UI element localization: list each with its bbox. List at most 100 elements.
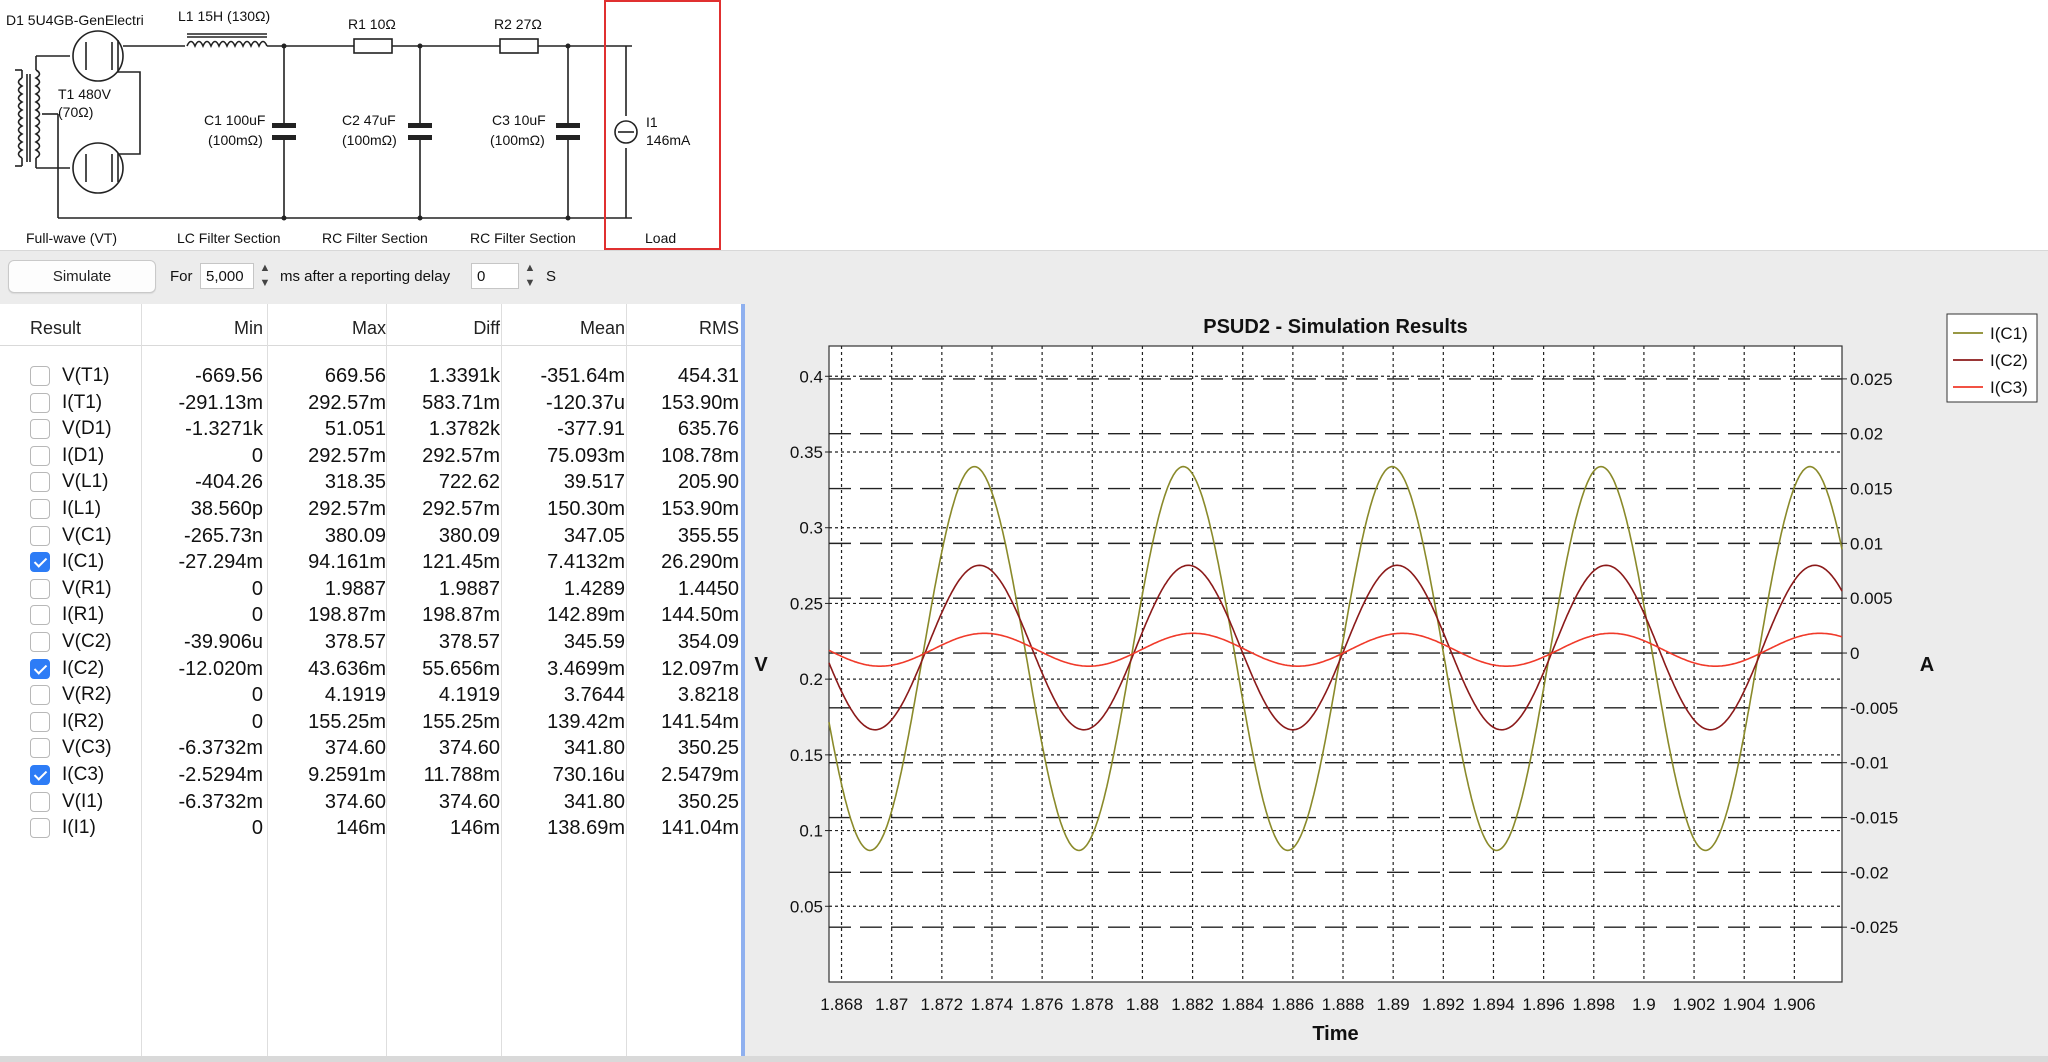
x-tick-label: 1.87 [875, 995, 908, 1014]
table-row[interactable]: V(R1) 0 1.9887 1.9887 1.4289 1.4450 [0, 576, 741, 603]
result-max-cell: 374.60 [324, 790, 386, 813]
result-max-cell: 198.87m [308, 604, 386, 627]
table-row[interactable]: V(I1) -6.3732m 374.60 374.60 341.80 350.25 [0, 789, 741, 816]
result-checkbox[interactable] [30, 658, 50, 679]
table-row[interactable]: V(C1) -265.73n 380.09 380.09 347.05 355.55 [0, 523, 741, 550]
result-checkbox[interactable] [30, 632, 50, 652]
legend-entry[interactable]: I(C2) [1990, 351, 2028, 370]
chart-title: PSUD2 - Simulation Results [1203, 316, 1468, 338]
x-tick-label: 1.89 [1377, 995, 1410, 1014]
result-name: I(C3) [62, 764, 105, 785]
simulate-button[interactable]: Simulate [8, 260, 156, 293]
legend-entry[interactable]: I(C3) [1990, 378, 2028, 397]
result-max-cell: 155.25m [308, 710, 386, 733]
column-header-diff[interactable]: Diff [473, 318, 500, 338]
c2-esr-label: (100mΩ) [342, 132, 397, 148]
result-mean-cell: 3.7644 [563, 684, 625, 707]
result-mean-cell: -377.91 [557, 418, 625, 441]
duration-stepper[interactable]: ▲ ▼ [258, 261, 272, 291]
result-rms-cell: 12.097m [661, 657, 739, 680]
simulation-toolbar: Simulate For ▲ ▼ ms after a reporting de… [0, 250, 2048, 304]
result-checkbox[interactable] [30, 472, 50, 493]
x-tick-label: 1.904 [1723, 995, 1766, 1014]
column-header-max[interactable]: Max [351, 318, 386, 338]
for-label: For [170, 268, 193, 285]
table-row[interactable]: V(D1) -1.3271k 51.051 1.3782k -377.91 635.76 [0, 416, 741, 443]
result-checkbox[interactable] [30, 711, 50, 732]
result-checkbox[interactable] [30, 552, 50, 573]
result-min-cell: 0 [251, 817, 263, 840]
table-row[interactable]: I(R1) 0 198.87m 198.87m 142.89m 144.50m [0, 602, 741, 629]
table-row[interactable]: V(L1) -404.26 318.35 722.62 39.517 205.90 [0, 469, 741, 496]
table-row[interactable]: I(L1) 38.560p 292.57m 292.57m 150.30m 153.90m [0, 496, 741, 523]
section-rc-filter-2-label: RC Filter Section [470, 230, 576, 246]
x-tick-label: 1.876 [1021, 995, 1064, 1014]
chevron-up-icon[interactable]: ▲ [524, 262, 536, 274]
table-row[interactable]: I(I1) 0 146m 146m 138.69m 141.04m [0, 815, 741, 842]
result-checkbox[interactable] [30, 685, 50, 706]
result-min-cell: -669.56 [195, 365, 263, 387]
table-row[interactable]: I(C2) -12.020m 43.636m 55.656m 3.4699m 12.097… [0, 656, 741, 683]
delay-stepper[interactable]: ▲ ▼ [523, 261, 537, 291]
result-checkbox[interactable] [30, 605, 50, 626]
c3-esr-label: (100mΩ) [490, 132, 545, 148]
results-table[interactable]: Result Min Max Diff Mean RMS V(T1) -669.5… [0, 304, 745, 1056]
result-checkbox[interactable] [30, 818, 50, 839]
simulation-chart[interactable]: 1.868 1.87 1.872 1.874 1.876 1.878 1.88 1.882 1.… [749, 304, 2048, 1056]
legend-entry[interactable]: I(C1) [1990, 324, 2028, 343]
result-rms-cell: 2.5479m [661, 764, 739, 786]
result-checkbox[interactable] [30, 419, 50, 440]
chevron-up-icon[interactable]: ▲ [259, 262, 271, 274]
y2-tick-label: 0 [1850, 644, 1859, 663]
result-checkbox[interactable] [30, 366, 50, 386]
section-fullwave-label: Full-wave (VT) [26, 230, 118, 246]
chart-canvas: 1.868 1.87 1.872 1.874 1.876 1.878 1.88 1.882 1.… [754, 313, 2038, 1045]
chevron-down-icon[interactable]: ▼ [259, 277, 271, 289]
schematic-panel[interactable]: D1 5U4GB-GenElectri L1 15H (130Ω) R1 10Ω… [0, 0, 2048, 250]
y2-tick-label: -0.01 [1850, 754, 1889, 773]
x-tick-label: 1.892 [1422, 995, 1465, 1014]
table-row[interactable]: I(T1) -291.13m 292.57m 583.71m -120.37u 153.9… [0, 390, 741, 417]
result-max-cell: 43.636m [308, 657, 386, 680]
x-tick-label: 1.872 [921, 995, 964, 1014]
table-row[interactable]: V(T1) -669.56 669.56 1.3391k -351.64m 454.31 [0, 363, 741, 390]
result-rms-cell: 635.76 [677, 418, 739, 441]
plot-area[interactable] [828, 345, 1843, 983]
table-row[interactable]: I(R2) 0 155.25m 155.25m 139.42m 141.54m [0, 709, 741, 736]
result-checkbox[interactable] [30, 738, 50, 759]
result-mean-cell: 341.80 [563, 737, 625, 760]
result-max-cell: 292.57m [308, 498, 386, 520]
result-diff-cell: 292.57m [422, 498, 500, 520]
y2-axis-label: A [1920, 654, 1934, 676]
y2-tick-label: 0.02 [1850, 425, 1883, 444]
result-checkbox[interactable] [30, 392, 50, 413]
result-min-cell: -6.3732m [178, 737, 264, 760]
delay-input[interactable] [471, 263, 519, 289]
result-name: V(L1) [62, 471, 109, 493]
column-header-rms[interactable]: RMS [699, 318, 739, 338]
column-header-result[interactable]: Result [30, 318, 82, 338]
result-checkbox[interactable] [30, 525, 50, 546]
table-row[interactable]: I(D1) 0 292.57m 292.57m 75.093m 108.78m [0, 443, 741, 470]
x-tick-label: 1.888 [1322, 995, 1365, 1014]
result-checkbox[interactable] [30, 765, 50, 785]
table-row[interactable]: V(C2) -39.906u 378.57 378.57 345.59 354.09 [0, 629, 741, 656]
table-row[interactable]: V(C3) -6.3732m 374.60 374.60 341.80 350.25 [0, 735, 741, 762]
result-mean-cell: 1.4289 [563, 577, 625, 600]
result-mean-cell: -351.64m [540, 365, 626, 387]
result-checkbox[interactable] [30, 445, 50, 466]
result-diff-cell: 1.3782k [428, 418, 500, 441]
chevron-down-icon[interactable]: ▼ [524, 277, 536, 289]
result-name: I(L1) [62, 498, 102, 519]
result-mean-cell: 150.30m [547, 498, 625, 520]
result-checkbox[interactable] [30, 791, 50, 812]
table-row[interactable]: I(C3) -2.5294m 9.2591m 11.788m 730.16u 2.5479… [0, 762, 741, 789]
result-checkbox[interactable] [30, 499, 50, 519]
table-row[interactable]: I(C1) -27.294m 94.161m 121.45m 7.4132m 26.290… [0, 549, 741, 576]
duration-input[interactable] [200, 263, 254, 289]
result-mean-cell: 75.093m [547, 444, 625, 467]
result-checkbox[interactable] [30, 578, 50, 599]
table-row[interactable]: V(R2) 0 4.1919 4.1919 3.7644 3.8218 [0, 682, 741, 709]
column-header-mean[interactable]: Mean [579, 318, 625, 338]
column-header-min[interactable]: Min [233, 318, 263, 338]
